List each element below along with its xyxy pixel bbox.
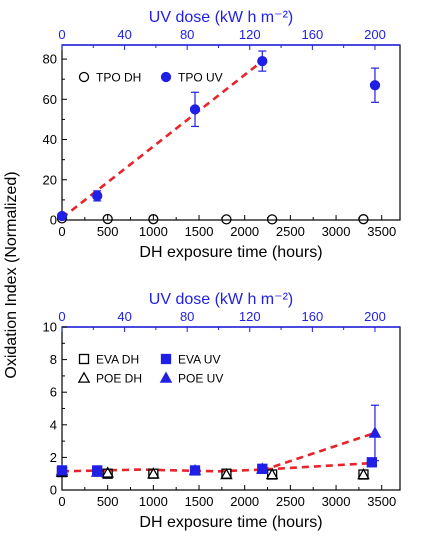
y-tick-label: 40: [43, 132, 57, 147]
data-point: [221, 214, 232, 225]
x-axis-label: DH exposure time (hours): [139, 514, 322, 531]
data-point: [256, 462, 269, 474]
top-x-tick-label: 120: [239, 309, 261, 324]
data-point: [357, 468, 370, 480]
x-tick-label: 2500: [276, 224, 305, 239]
y-axis-label: Oxidation Index (Normalized): [3, 171, 20, 378]
top-x-tick-label: 80: [180, 309, 194, 324]
x-tick-label: 2500: [276, 494, 305, 509]
top-x-tick-label: 160: [302, 27, 324, 42]
legend-marker: [77, 371, 91, 383]
data-point: [366, 457, 377, 468]
legend-label: POE DH: [96, 372, 142, 386]
plot-frame: [61, 326, 401, 491]
legend-label: POE UV: [178, 372, 223, 386]
y-tick-label: 10: [43, 320, 57, 335]
y-tick-label: 80: [43, 52, 57, 67]
top-x-axis-label: UV dose (kW h m⁻²): [149, 291, 293, 308]
data-point: [358, 214, 369, 225]
legend-marker: [159, 371, 173, 383]
x-tick-label: 0: [58, 224, 65, 239]
data-point: [148, 214, 159, 225]
data-point: [56, 210, 68, 222]
y-tick-label: 0: [50, 483, 57, 498]
x-axis-label: DH exposure time (hours): [139, 244, 322, 261]
x-tick-label: 1000: [139, 224, 168, 239]
top-x-tick-label: 80: [180, 27, 194, 42]
legend-marker: [160, 71, 172, 83]
legend-label: EVA DH: [96, 353, 139, 367]
data-point: [147, 467, 160, 479]
x-tick-label: 500: [97, 224, 119, 239]
data-point: [102, 213, 113, 225]
data-point: [257, 55, 268, 67]
data-point: [188, 463, 202, 476]
top-x-tick-label: 0: [58, 27, 65, 42]
x-tick-label: 500: [97, 494, 119, 509]
top-x-tick-label: 40: [117, 309, 131, 324]
x-tick-label: 1500: [185, 494, 214, 509]
y-tick-label: 20: [43, 172, 57, 187]
x-tick-label: 3500: [367, 224, 396, 239]
data-point: [90, 465, 104, 477]
top-x-axis-label: UV dose (kW h m⁻²): [149, 9, 293, 26]
x-tick-label: 3500: [367, 494, 396, 509]
y-tick-label: 60: [43, 92, 57, 107]
data-point: [368, 426, 382, 438]
x-tick-label: 2000: [230, 494, 259, 509]
legend-label: TPO UV: [178, 71, 223, 85]
y-tick-label: 0: [50, 213, 57, 228]
top-x-tick-label: 0: [58, 309, 65, 324]
x-tick-label: 3000: [322, 224, 351, 239]
data-point: [101, 466, 114, 478]
legend-marker: [78, 71, 90, 83]
x-tick-label: 2000: [230, 224, 259, 239]
data-point: [102, 468, 113, 479]
data-point: [265, 468, 279, 480]
x-tick-label: 3000: [322, 494, 351, 509]
x-tick-label: 1500: [185, 224, 214, 239]
fit-line: [61, 60, 264, 220]
data-point: [266, 214, 278, 225]
data-point: [92, 190, 103, 202]
legend-label: TPO DH: [96, 71, 141, 85]
legend-marker: [78, 353, 90, 365]
x-tick-label: 0: [58, 494, 65, 509]
data-point: [55, 463, 69, 476]
x-tick-label: 1000: [139, 494, 168, 509]
y-tick-label: 6: [50, 385, 57, 400]
fit-line: [261, 431, 376, 472]
y-tick-label: 2: [50, 450, 57, 465]
data-point: [220, 468, 233, 480]
top-x-tick-label: 160: [302, 309, 324, 324]
top-x-tick-label: 120: [239, 27, 261, 42]
y-tick-label: 4: [50, 417, 57, 432]
top-x-tick-label: 200: [364, 27, 386, 42]
legend-label: EVA UV: [178, 353, 220, 367]
data-point: [189, 104, 201, 115]
top-x-tick-label: 40: [117, 27, 131, 42]
legend-marker: [160, 353, 172, 365]
fit-line: [61, 461, 372, 473]
top-x-tick-label: 200: [364, 309, 386, 324]
data-point: [369, 80, 381, 91]
y-tick-label: 8: [50, 352, 57, 367]
